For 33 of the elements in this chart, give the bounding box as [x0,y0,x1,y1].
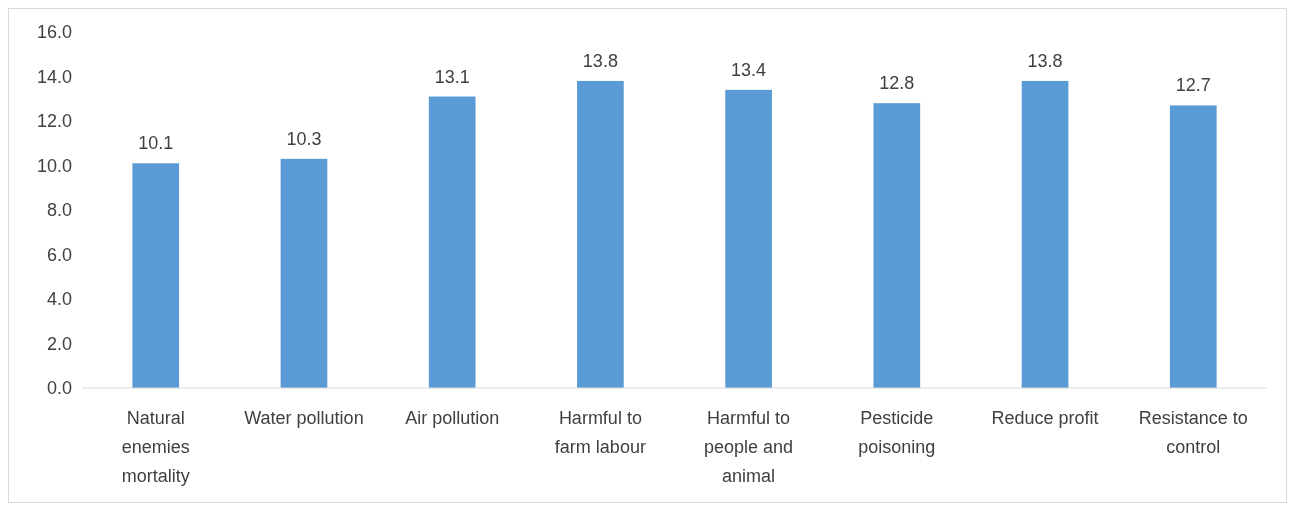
data-label: 13.1 [434,66,470,87]
x-tick-label: Air pollution [405,408,500,428]
data-label: 12.8 [879,73,915,94]
bar [873,103,921,388]
y-tick-label: 4.0 [46,289,72,310]
data-label: 13.8 [1027,50,1063,71]
y-tick-label: 16.0 [36,22,72,43]
x-tick-label: Pesticide poisoning [858,408,936,457]
data-label: 10.1 [138,133,174,154]
x-tick-label: Resistance to control [1138,408,1248,457]
y-tick-label: 8.0 [46,200,72,221]
bar [280,158,328,388]
y-tick-label: 12.0 [36,111,72,132]
bar [1169,105,1217,388]
y-tick-label: 10.0 [36,155,72,176]
data-label: 12.7 [1175,75,1211,96]
data-label: 10.3 [286,128,322,149]
data-label: 13.8 [582,50,618,71]
bar [428,96,476,388]
y-tick-label: 0.0 [46,378,72,399]
bar [577,80,624,388]
y-tick-label: 2.0 [46,333,72,354]
x-tick-label: Reduce profit [991,408,1099,428]
bar [725,89,772,388]
x-tick-label: Natural enemies mortality [121,408,190,486]
x-tick-label: Water pollution [244,408,364,428]
x-tick-label: Harmful to people and animal [704,408,794,486]
data-label: 13.4 [731,59,767,80]
x-tick-label: Harmful to farm labour [554,408,646,457]
y-tick-label: 14.0 [36,66,72,87]
y-tick-label: 6.0 [46,244,72,265]
bar [132,163,180,388]
bar [1021,80,1069,388]
